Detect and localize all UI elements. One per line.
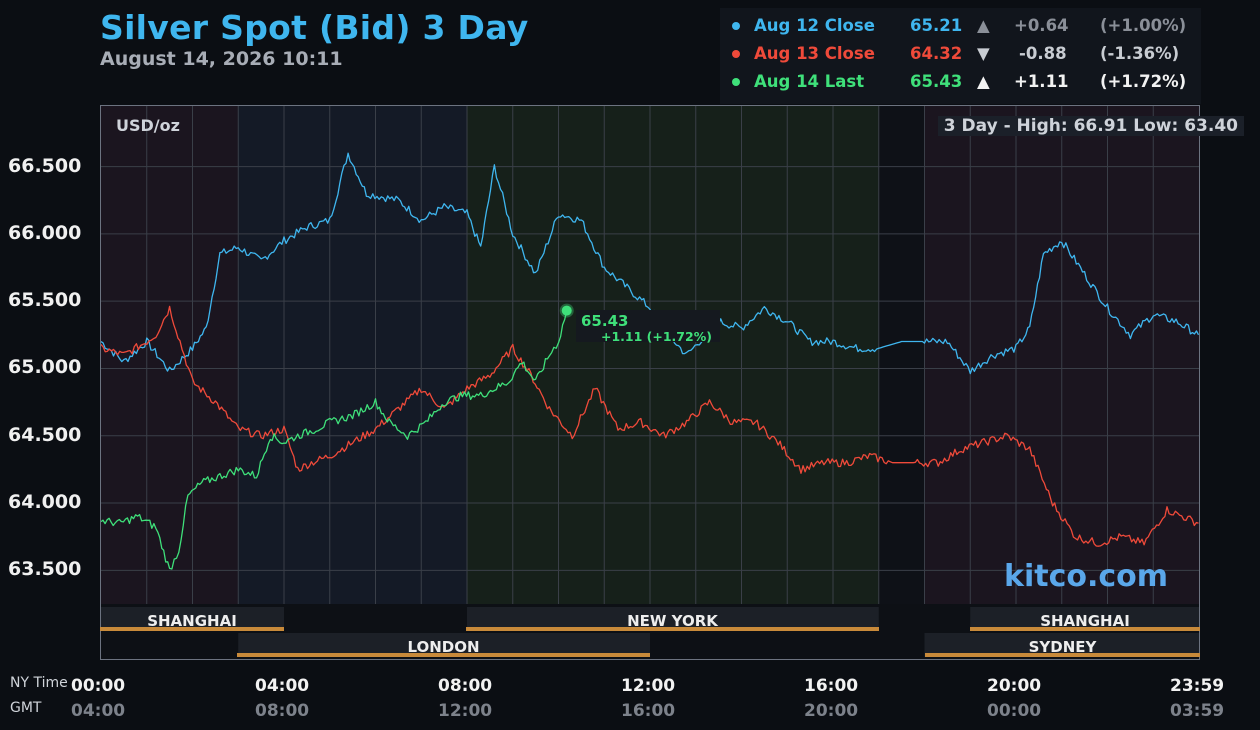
session-shanghai: SHANGHAI (1040, 612, 1130, 630)
session-band (878, 106, 925, 604)
legend-value: 64.32 (910, 44, 963, 63)
gmt-tick-label: 20:00 (804, 701, 859, 721)
gmt-tick-label: 08:00 (255, 701, 310, 721)
session-bar (100, 627, 284, 631)
last-price-change: +1.11 (+1.72%) (601, 329, 712, 344)
y-tick-label: 65.500 (8, 289, 82, 312)
x-tick-label: 08:00 (438, 676, 493, 696)
gmt-tick-label: 16:00 (621, 701, 676, 721)
session-bar (970, 627, 1200, 631)
legend-pct: (+1.00%) (1100, 16, 1187, 35)
legend-change: +1.11 (1014, 72, 1069, 91)
gmt-tick-label: 00:00 (987, 701, 1042, 721)
y-tick-label: 66.500 (8, 154, 82, 177)
legend-change: +0.64 (1014, 16, 1069, 35)
gmt-tick-label: 04:00 (71, 701, 126, 721)
chart-timestamp: August 14, 2026 10:11 (100, 48, 343, 70)
x-tick-label: 23:59 (1170, 676, 1225, 696)
session-shanghai: SHANGHAI (147, 612, 237, 630)
last-price-dot (561, 305, 572, 316)
legend-label: Aug 12 Close (754, 16, 875, 35)
last-price-box (576, 310, 720, 342)
x-tick-label: 16:00 (804, 676, 859, 696)
y-tick-label: 66.000 (8, 221, 82, 244)
session-band (238, 106, 467, 604)
last-price-value: 65.43 (581, 312, 629, 330)
session-sydney: SYDNEY (1028, 638, 1097, 656)
gmt-tick-label: 03:59 (1170, 701, 1225, 721)
y-tick-label: 64.500 (8, 423, 82, 446)
kitco-logo: kitco.com (1004, 559, 1169, 594)
legend-label: Aug 13 Close (754, 44, 875, 63)
y-tick-label: 65.000 (8, 356, 82, 379)
series-line (100, 305, 1199, 547)
legend-arrow-up-icon: ▲ (977, 72, 990, 91)
legend-pct: (+1.72%) (1100, 72, 1187, 91)
session-london: LONDON (407, 638, 480, 656)
session-bar (237, 653, 650, 657)
plot-frame (100, 105, 1200, 660)
legend: Aug 12 Close 65.21 ▲ +0.64 (+1.00%) Aug … (720, 8, 1201, 104)
legend-change: -0.88 (1019, 44, 1067, 63)
x-tick-label: 04:00 (255, 676, 310, 696)
legend-arrow-up-icon: ▲ (977, 16, 990, 35)
unit-label: USD/oz (116, 116, 180, 135)
gmt-tick-label: 12:00 (438, 701, 493, 721)
series-line (100, 152, 1200, 375)
x-tick-label: 00:00 (71, 676, 126, 696)
session-band (467, 106, 879, 604)
legend-label: Aug 14 Last (754, 72, 865, 91)
session-bar (466, 627, 879, 631)
x-tick-label: 20:00 (987, 676, 1042, 696)
legend-row-aug14: Aug 14 Last 65.43 ▲ +1.11 (+1.72%) (720, 68, 1201, 96)
legend-pct: (-1.36%) (1100, 44, 1180, 63)
chart-title: Silver Spot (Bid) 3 Day (100, 8, 529, 47)
legend-row-aug12: Aug 12 Close 65.21 ▲ +0.64 (+1.00%) (720, 12, 1201, 40)
session-new-york: NEW YORK (627, 612, 718, 630)
y-tick-label: 63.500 (8, 558, 82, 581)
ny-time-label: NY Time (10, 675, 68, 691)
series-line (100, 310, 568, 570)
legend-row-aug13: Aug 13 Close 64.32 ▼ -0.88 (-1.36%) (720, 40, 1201, 68)
legend-dot-icon (732, 78, 740, 86)
high-low-label: 3 Day - High: 66.91 Low: 63.40 (937, 116, 1244, 136)
legend-arrow-down-icon: ▼ (977, 44, 990, 63)
y-tick-label: 64.000 (8, 491, 82, 514)
legend-value: 65.21 (910, 16, 963, 35)
legend-dot-icon (732, 50, 740, 58)
x-tick-label: 12:00 (621, 676, 676, 696)
legend-value: 65.43 (910, 72, 963, 91)
session-bar (925, 653, 1200, 657)
legend-dot-icon (732, 22, 740, 30)
gmt-label: GMT (10, 700, 42, 716)
